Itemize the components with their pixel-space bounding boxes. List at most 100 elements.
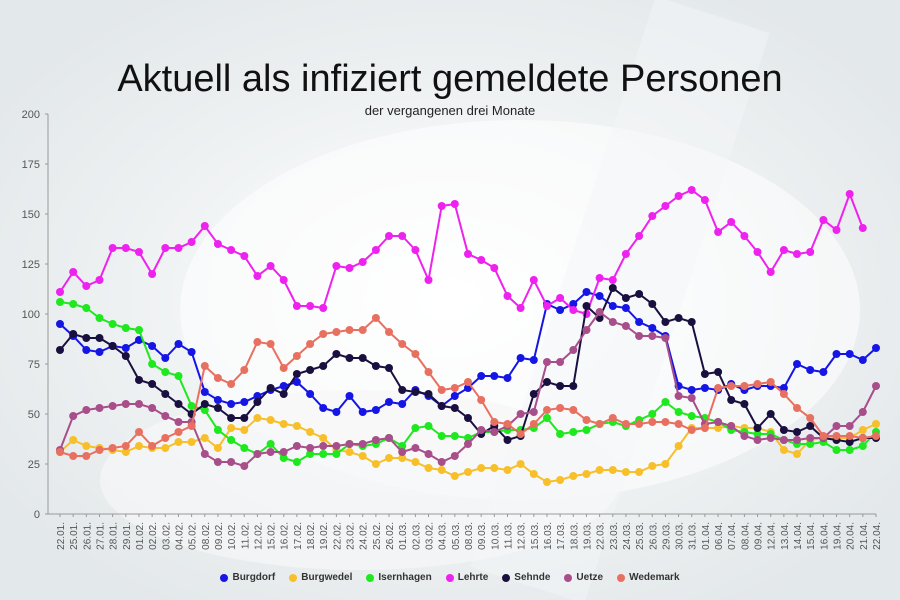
data-point bbox=[819, 432, 828, 440]
data-point bbox=[556, 358, 565, 366]
data-point bbox=[69, 268, 78, 276]
data-point bbox=[832, 226, 841, 234]
x-tick-label: 18.03. bbox=[569, 522, 580, 550]
data-point bbox=[543, 302, 551, 310]
x-tick-label: 14.04. bbox=[793, 522, 804, 550]
x-tick-label: 22.03. bbox=[596, 522, 607, 550]
data-point bbox=[437, 402, 446, 410]
legend-dot-icon bbox=[445, 573, 454, 582]
data-point bbox=[69, 436, 78, 444]
data-point bbox=[582, 470, 591, 478]
data-point bbox=[200, 434, 209, 442]
data-point bbox=[661, 460, 670, 468]
x-tick-label: 21.04. bbox=[859, 522, 870, 550]
data-point bbox=[424, 422, 433, 430]
data-point bbox=[411, 424, 420, 432]
data-point bbox=[213, 426, 222, 434]
data-point bbox=[266, 384, 275, 392]
data-point bbox=[608, 318, 617, 326]
data-point bbox=[240, 398, 249, 406]
data-point bbox=[437, 432, 446, 440]
data-point bbox=[621, 304, 630, 312]
data-point bbox=[200, 362, 209, 370]
x-tick-label: 28.01. bbox=[109, 522, 120, 550]
data-point bbox=[187, 402, 196, 410]
data-point bbox=[832, 432, 841, 440]
x-tick-label: 09.03. bbox=[477, 522, 488, 550]
legend-item-sehnde: Sehnde bbox=[502, 572, 550, 583]
data-point bbox=[213, 396, 222, 404]
x-tick-label: 23.03. bbox=[609, 522, 620, 550]
data-point bbox=[464, 250, 472, 258]
data-point bbox=[108, 244, 117, 252]
data-point bbox=[135, 248, 143, 256]
data-point bbox=[714, 418, 723, 426]
y-tick-label: 75 bbox=[28, 359, 40, 371]
data-point bbox=[279, 276, 288, 284]
data-point bbox=[411, 458, 420, 466]
data-point bbox=[108, 342, 117, 350]
data-point bbox=[727, 218, 736, 226]
data-point bbox=[424, 276, 433, 284]
x-tick-label: 17.02. bbox=[293, 522, 304, 550]
data-point bbox=[174, 418, 183, 426]
x-tick-label: 16.03. bbox=[543, 522, 554, 550]
data-point bbox=[227, 436, 236, 444]
data-point bbox=[358, 326, 367, 334]
data-point bbox=[161, 434, 170, 442]
data-point bbox=[108, 320, 117, 328]
chart-subtitle: der vergangenen drei Monate bbox=[364, 103, 536, 118]
data-point bbox=[253, 272, 262, 280]
x-tick-label: 22.04. bbox=[872, 522, 883, 550]
data-point bbox=[819, 368, 828, 376]
y-tick-label: 200 bbox=[22, 109, 40, 121]
data-point bbox=[714, 228, 723, 236]
data-point bbox=[398, 448, 407, 456]
data-point bbox=[793, 428, 801, 436]
data-point bbox=[174, 340, 183, 348]
legend-label: Isernhagen bbox=[378, 572, 432, 583]
data-point bbox=[121, 344, 130, 352]
data-point bbox=[385, 232, 393, 240]
data-point bbox=[595, 308, 604, 316]
data-point bbox=[398, 400, 407, 408]
data-point bbox=[503, 436, 512, 444]
data-point bbox=[503, 420, 512, 428]
data-point bbox=[872, 382, 880, 390]
data-point bbox=[121, 442, 130, 450]
data-point bbox=[385, 434, 393, 442]
data-point bbox=[766, 410, 775, 418]
data-point bbox=[714, 424, 723, 432]
legend-label: Lehrte bbox=[457, 572, 489, 583]
data-point bbox=[200, 222, 209, 230]
x-tick-label: 17.03. bbox=[556, 522, 567, 550]
y-tick-label: 125 bbox=[22, 259, 40, 271]
data-point bbox=[674, 420, 683, 428]
data-point bbox=[464, 440, 472, 448]
x-tick-label: 08.03. bbox=[464, 522, 475, 550]
data-point bbox=[253, 338, 262, 346]
data-point bbox=[529, 390, 538, 398]
data-point bbox=[371, 436, 380, 444]
data-point bbox=[556, 404, 565, 412]
data-point bbox=[529, 408, 538, 416]
data-point bbox=[121, 448, 130, 456]
data-point bbox=[806, 440, 815, 448]
data-point bbox=[371, 314, 380, 322]
data-point bbox=[332, 450, 341, 458]
data-point bbox=[556, 382, 565, 390]
data-point bbox=[319, 362, 328, 370]
data-point bbox=[569, 300, 578, 308]
data-point bbox=[674, 442, 683, 450]
data-point bbox=[569, 472, 578, 480]
data-point bbox=[385, 398, 393, 406]
data-point bbox=[398, 386, 407, 394]
data-point bbox=[858, 224, 867, 232]
legend-label: Burgdorf bbox=[232, 572, 276, 583]
data-point bbox=[121, 244, 130, 252]
x-tick-label: 09.04. bbox=[754, 522, 765, 550]
y-tick-label: 50 bbox=[28, 409, 40, 421]
data-point bbox=[687, 412, 696, 420]
data-point bbox=[121, 400, 130, 408]
y-tick-label: 150 bbox=[22, 209, 40, 221]
